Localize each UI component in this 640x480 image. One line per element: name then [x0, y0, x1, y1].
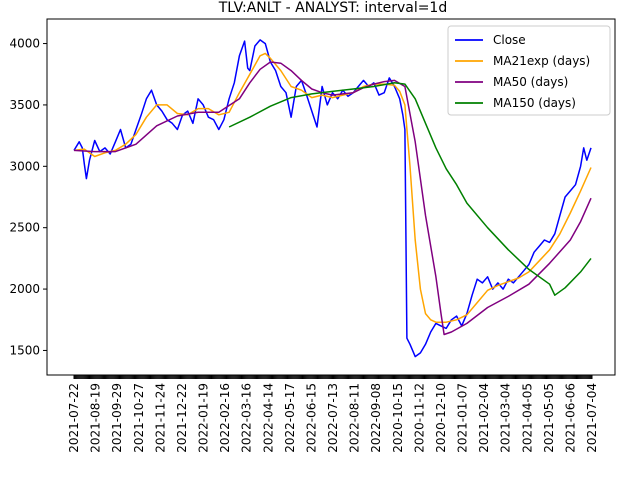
x-tick-label: 2021-03-04 [499, 383, 513, 453]
legend: Close MA21exp (days) MA50 (days) MA150 (day… [447, 25, 611, 116]
x-tick-label: 2021-06-06 [563, 383, 577, 453]
series-lines [73, 39, 592, 358]
x-tick-label: 2022-01-19 [197, 383, 211, 453]
x-tick-label: 2020-12-10 [434, 383, 448, 453]
x-tick-label: 2021-04-05 [520, 383, 534, 453]
x-tick-label: 2021-12-22 [175, 383, 189, 453]
series-line-ma50-days [73, 61, 592, 336]
y-tick-label: 2500 [9, 221, 40, 235]
x-tick-label: 2022-08-11 [348, 383, 362, 453]
y-tick-label: 2000 [9, 282, 40, 296]
y-tick-label: 3000 [9, 159, 40, 173]
y-tick-label: 3500 [9, 98, 40, 112]
x-tick-label: 2022-05-17 [283, 383, 297, 453]
x-tick-label: 2022-07-13 [326, 383, 340, 453]
legend-label-ma150-days: MA150 (days) [493, 96, 576, 110]
x-axis: 2021-07-22 2021-08-19 2021-09-29 2021-10-27… [67, 375, 599, 453]
x-tick-label: 2021-09-29 [110, 383, 124, 453]
x-tick-label: 2021-07-22 [67, 383, 81, 453]
series-line-ma150-days [228, 82, 592, 296]
legend-box [447, 25, 611, 116]
series-line-close [73, 39, 592, 358]
x-tick-label: 2021-10-27 [132, 383, 146, 453]
legend-label-close: Close [493, 33, 526, 47]
x-tick-label: 2022-09-08 [369, 383, 383, 453]
x-tick-label: 2022-03-16 [240, 383, 254, 453]
y-tick-label: 1500 [9, 343, 40, 357]
x-tick-label: 2020-11-12 [412, 383, 426, 453]
x-tick-label: 2022-06-15 [304, 383, 318, 453]
x-tick-label: 2021-02-04 [477, 383, 491, 453]
x-tick-label: 2021-08-19 [89, 383, 103, 453]
x-tick-label: 2020-10-15 [391, 383, 405, 453]
x-tick-label: 2021-01-07 [456, 383, 470, 453]
chart-title: TLV:ANLT - ANALYST: interval=1d [218, 0, 447, 16]
y-axis: 1500 2000 2500 3000 3500 4000 [9, 37, 47, 357]
legend-label-ma21exp-days: MA21exp (days) [493, 54, 590, 68]
y-tick-label: 4000 [9, 37, 40, 51]
x-tick-label: 2021-07-04 [585, 383, 599, 453]
x-tick-label: 2022-04-14 [261, 383, 275, 453]
x-tick-label: 2022-02-16 [218, 383, 232, 453]
x-tick-label: 2021-05-05 [542, 383, 556, 453]
legend-label-ma50-days: MA50 (days) [493, 75, 568, 89]
x-tick-label: 2021-11-24 [153, 383, 167, 453]
